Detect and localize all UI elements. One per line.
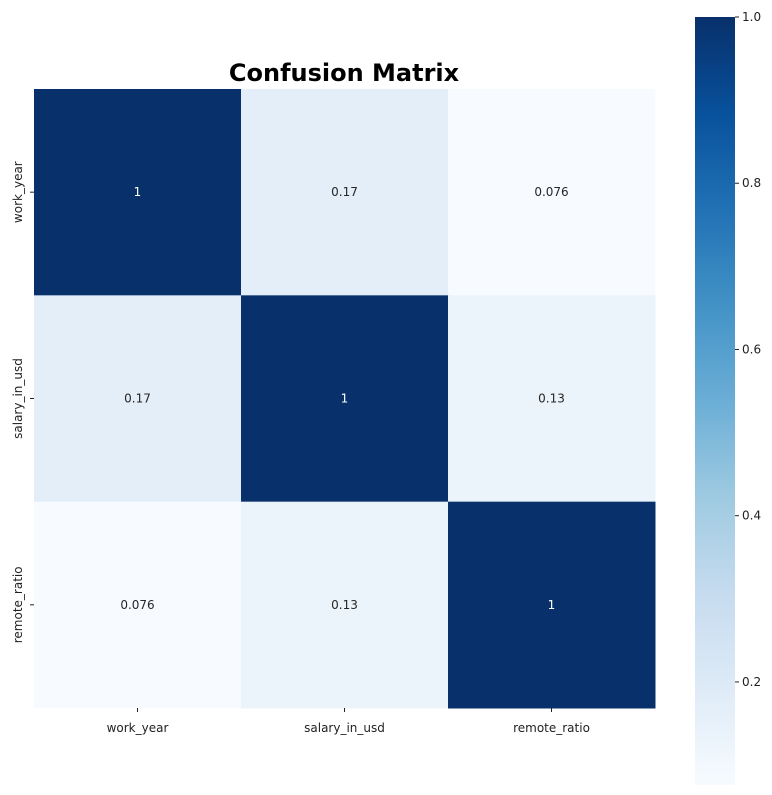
x-tick-label: work_year xyxy=(107,721,169,735)
heatmap-cell xyxy=(448,295,656,503)
heatmap-cells xyxy=(34,89,656,709)
y-tick-label: salary_in_usd xyxy=(11,358,25,439)
y-tick-label: remote_ratio xyxy=(11,566,25,643)
heatmap-cell xyxy=(34,89,242,296)
cell-annotation: 1 xyxy=(548,598,556,612)
x-tick-label: remote_ratio xyxy=(513,721,590,735)
heatmap-cell xyxy=(241,501,449,709)
cell-annotation: 0.17 xyxy=(331,185,358,199)
colorbar-axis: 0.2 0.4 0.6 0.8 1.0 xyxy=(735,10,761,689)
cell-annotation: 1 xyxy=(341,392,349,406)
y-axis: work_year salary_in_usd remote_ratio xyxy=(11,161,34,643)
cell-annotations: 1 0.17 0.076 0.17 1 0.13 0.076 0.13 1 xyxy=(120,185,568,612)
heatmap-cell xyxy=(241,89,449,296)
colorbar-tick-label: 0.4 xyxy=(742,509,761,523)
cell-annotation: 0.13 xyxy=(331,598,358,612)
cell-annotation: 0.13 xyxy=(538,392,565,406)
cell-annotation: 1 xyxy=(134,185,142,199)
cell-annotation: 0.076 xyxy=(534,185,568,199)
heatmap-cell xyxy=(34,501,242,709)
x-axis: work_year salary_in_usd remote_ratio xyxy=(107,708,590,735)
x-tick-label: salary_in_usd xyxy=(304,721,385,735)
colorbar-tick-label: 0.6 xyxy=(742,342,761,356)
heatmap-cell xyxy=(34,295,242,503)
y-tick-label: work_year xyxy=(11,161,25,223)
colorbar-tick-label: 0.2 xyxy=(742,675,761,689)
heatmap-cell xyxy=(241,295,449,503)
colorbar-tick-label: 0.8 xyxy=(742,176,761,190)
chart-title: Confusion Matrix xyxy=(229,59,460,87)
colorbar xyxy=(695,17,735,785)
cell-annotation: 0.17 xyxy=(124,392,151,406)
heatmap-cell xyxy=(448,501,656,709)
heatmap-cell xyxy=(448,89,656,296)
cell-annotation: 0.076 xyxy=(120,598,154,612)
colorbar-tick-label: 1.0 xyxy=(742,10,761,24)
